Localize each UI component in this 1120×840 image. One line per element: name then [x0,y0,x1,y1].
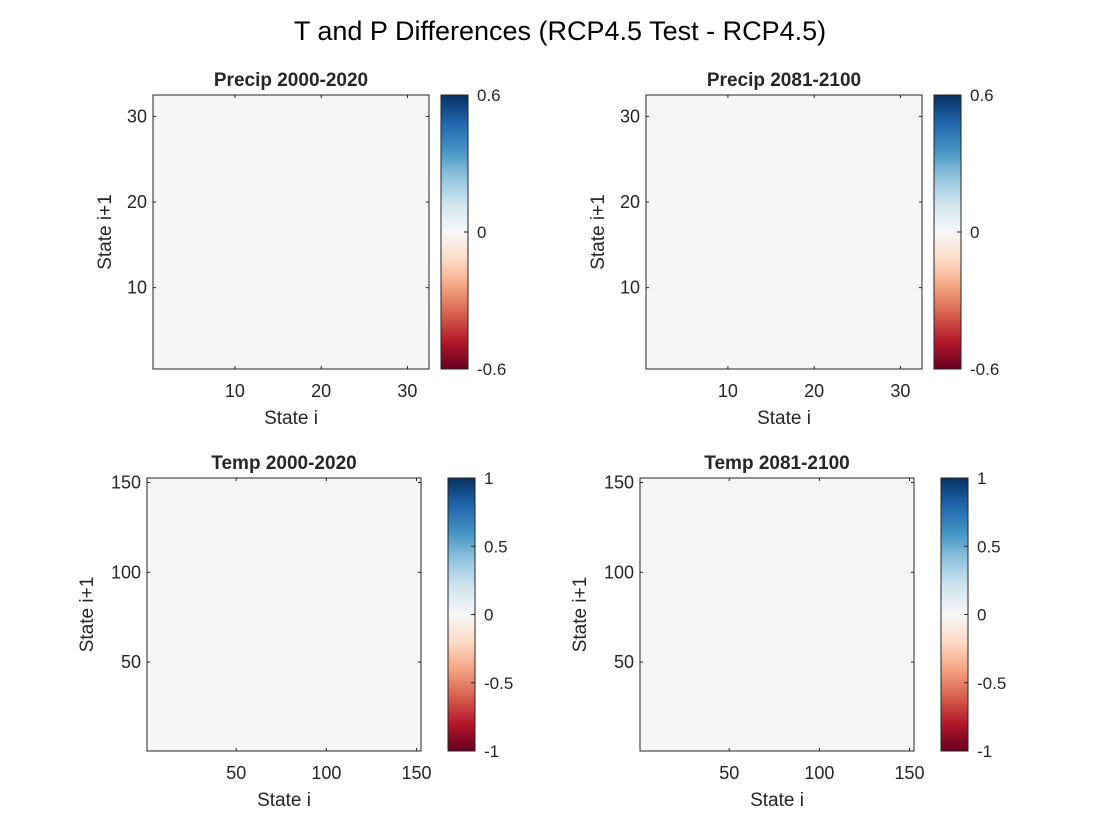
y-tick-label: 150 [604,472,634,492]
y-axis-label: State i+1 [77,577,98,653]
x-tick-label: 10 [225,381,245,401]
colorbar-tick-label: 0 [477,223,486,242]
y-tick-label: 150 [111,472,141,492]
x-tick-label: 10 [718,381,738,401]
x-tick-label: 100 [804,763,834,783]
colorbar [940,477,969,752]
x-axis-label: State i [264,408,318,429]
y-tick-label: 10 [127,278,147,298]
subplot-title: Precip 2081-2100 [707,70,861,91]
colorbar-tick-label: -0.6 [477,360,506,379]
x-axis-label: State i [750,790,804,811]
colorbar-tick-label: 0 [970,223,979,242]
y-tick-label: 50 [614,652,634,672]
x-tick-label: 20 [804,381,824,401]
colorbar-tick-label: 1 [977,469,986,488]
subplot-2: Precip 2081-2100 10 20 30 10 20 30 State i State… [588,70,999,429]
axes-frame [146,477,422,752]
y-tick-label: 10 [620,278,640,298]
figure-title: T and P Differences (RCP4.5 Test - RCP4.… [293,16,827,46]
colorbar-tick-label: 0 [977,606,986,625]
heatmap-field [646,95,922,369]
colorbar-tick-label: 1 [484,469,493,488]
colorbar-tick-label: -0.5 [484,674,513,693]
subplot-4: Temp 2081-2100 50 100 150 50 100 150 State i Sta… [570,453,1006,811]
x-axis-label: State i [257,790,311,811]
colorbar-tick-label: -0.5 [977,674,1006,693]
y-tick-label: 100 [111,562,141,582]
colorbar-tick-label: 0.5 [977,537,1001,556]
subplot-1: Precip 2000-2020 10 20 30 10 20 30 State i State… [95,70,506,429]
colorbar-tick-label: 0.5 [484,537,508,556]
x-tick-label: 150 [894,763,924,783]
colorbar-tick-label: 0 [484,606,493,625]
x-tick-label: 50 [719,763,739,783]
axes-frame [645,94,923,370]
y-tick-label: 30 [620,106,640,126]
colorbar-tick-label: -1 [977,742,992,761]
axes-frame [639,477,915,752]
colorbar-tick-label: -1 [484,742,499,761]
axes-frame [152,94,430,370]
y-tick-label: 20 [127,192,147,212]
y-tick-label: 20 [620,192,640,212]
x-tick-label: 20 [311,381,331,401]
subplot-title: Precip 2000-2020 [214,70,368,91]
y-tick-label: 50 [121,652,141,672]
y-tick-label: 30 [127,106,147,126]
y-tick-label: 100 [604,562,634,582]
heatmap-field [153,95,429,369]
y-axis-label: State i+1 [588,194,609,270]
subplot-title: Temp 2081-2100 [704,453,849,474]
heatmap-field [147,478,421,751]
heatmap-field [640,478,914,751]
x-tick-label: 30 [890,381,910,401]
colorbar-tick-label: 0.6 [477,86,501,105]
y-axis-label: State i+1 [95,194,116,270]
y-axis-label: State i+1 [570,577,591,653]
subplot-title: Temp 2000-2020 [211,453,356,474]
colorbar [933,94,962,370]
colorbar-tick-label: 0.6 [970,86,994,105]
x-axis-label: State i [757,408,811,429]
colorbar-tick-label: -0.6 [970,360,999,379]
colorbar [447,477,476,752]
colorbar [440,94,469,370]
x-tick-label: 30 [397,381,417,401]
subplot-3: Temp 2000-2020 50 100 150 50 100 150 State i Sta… [77,453,513,811]
x-tick-label: 50 [226,763,246,783]
x-tick-label: 100 [311,763,341,783]
x-tick-label: 150 [401,763,431,783]
